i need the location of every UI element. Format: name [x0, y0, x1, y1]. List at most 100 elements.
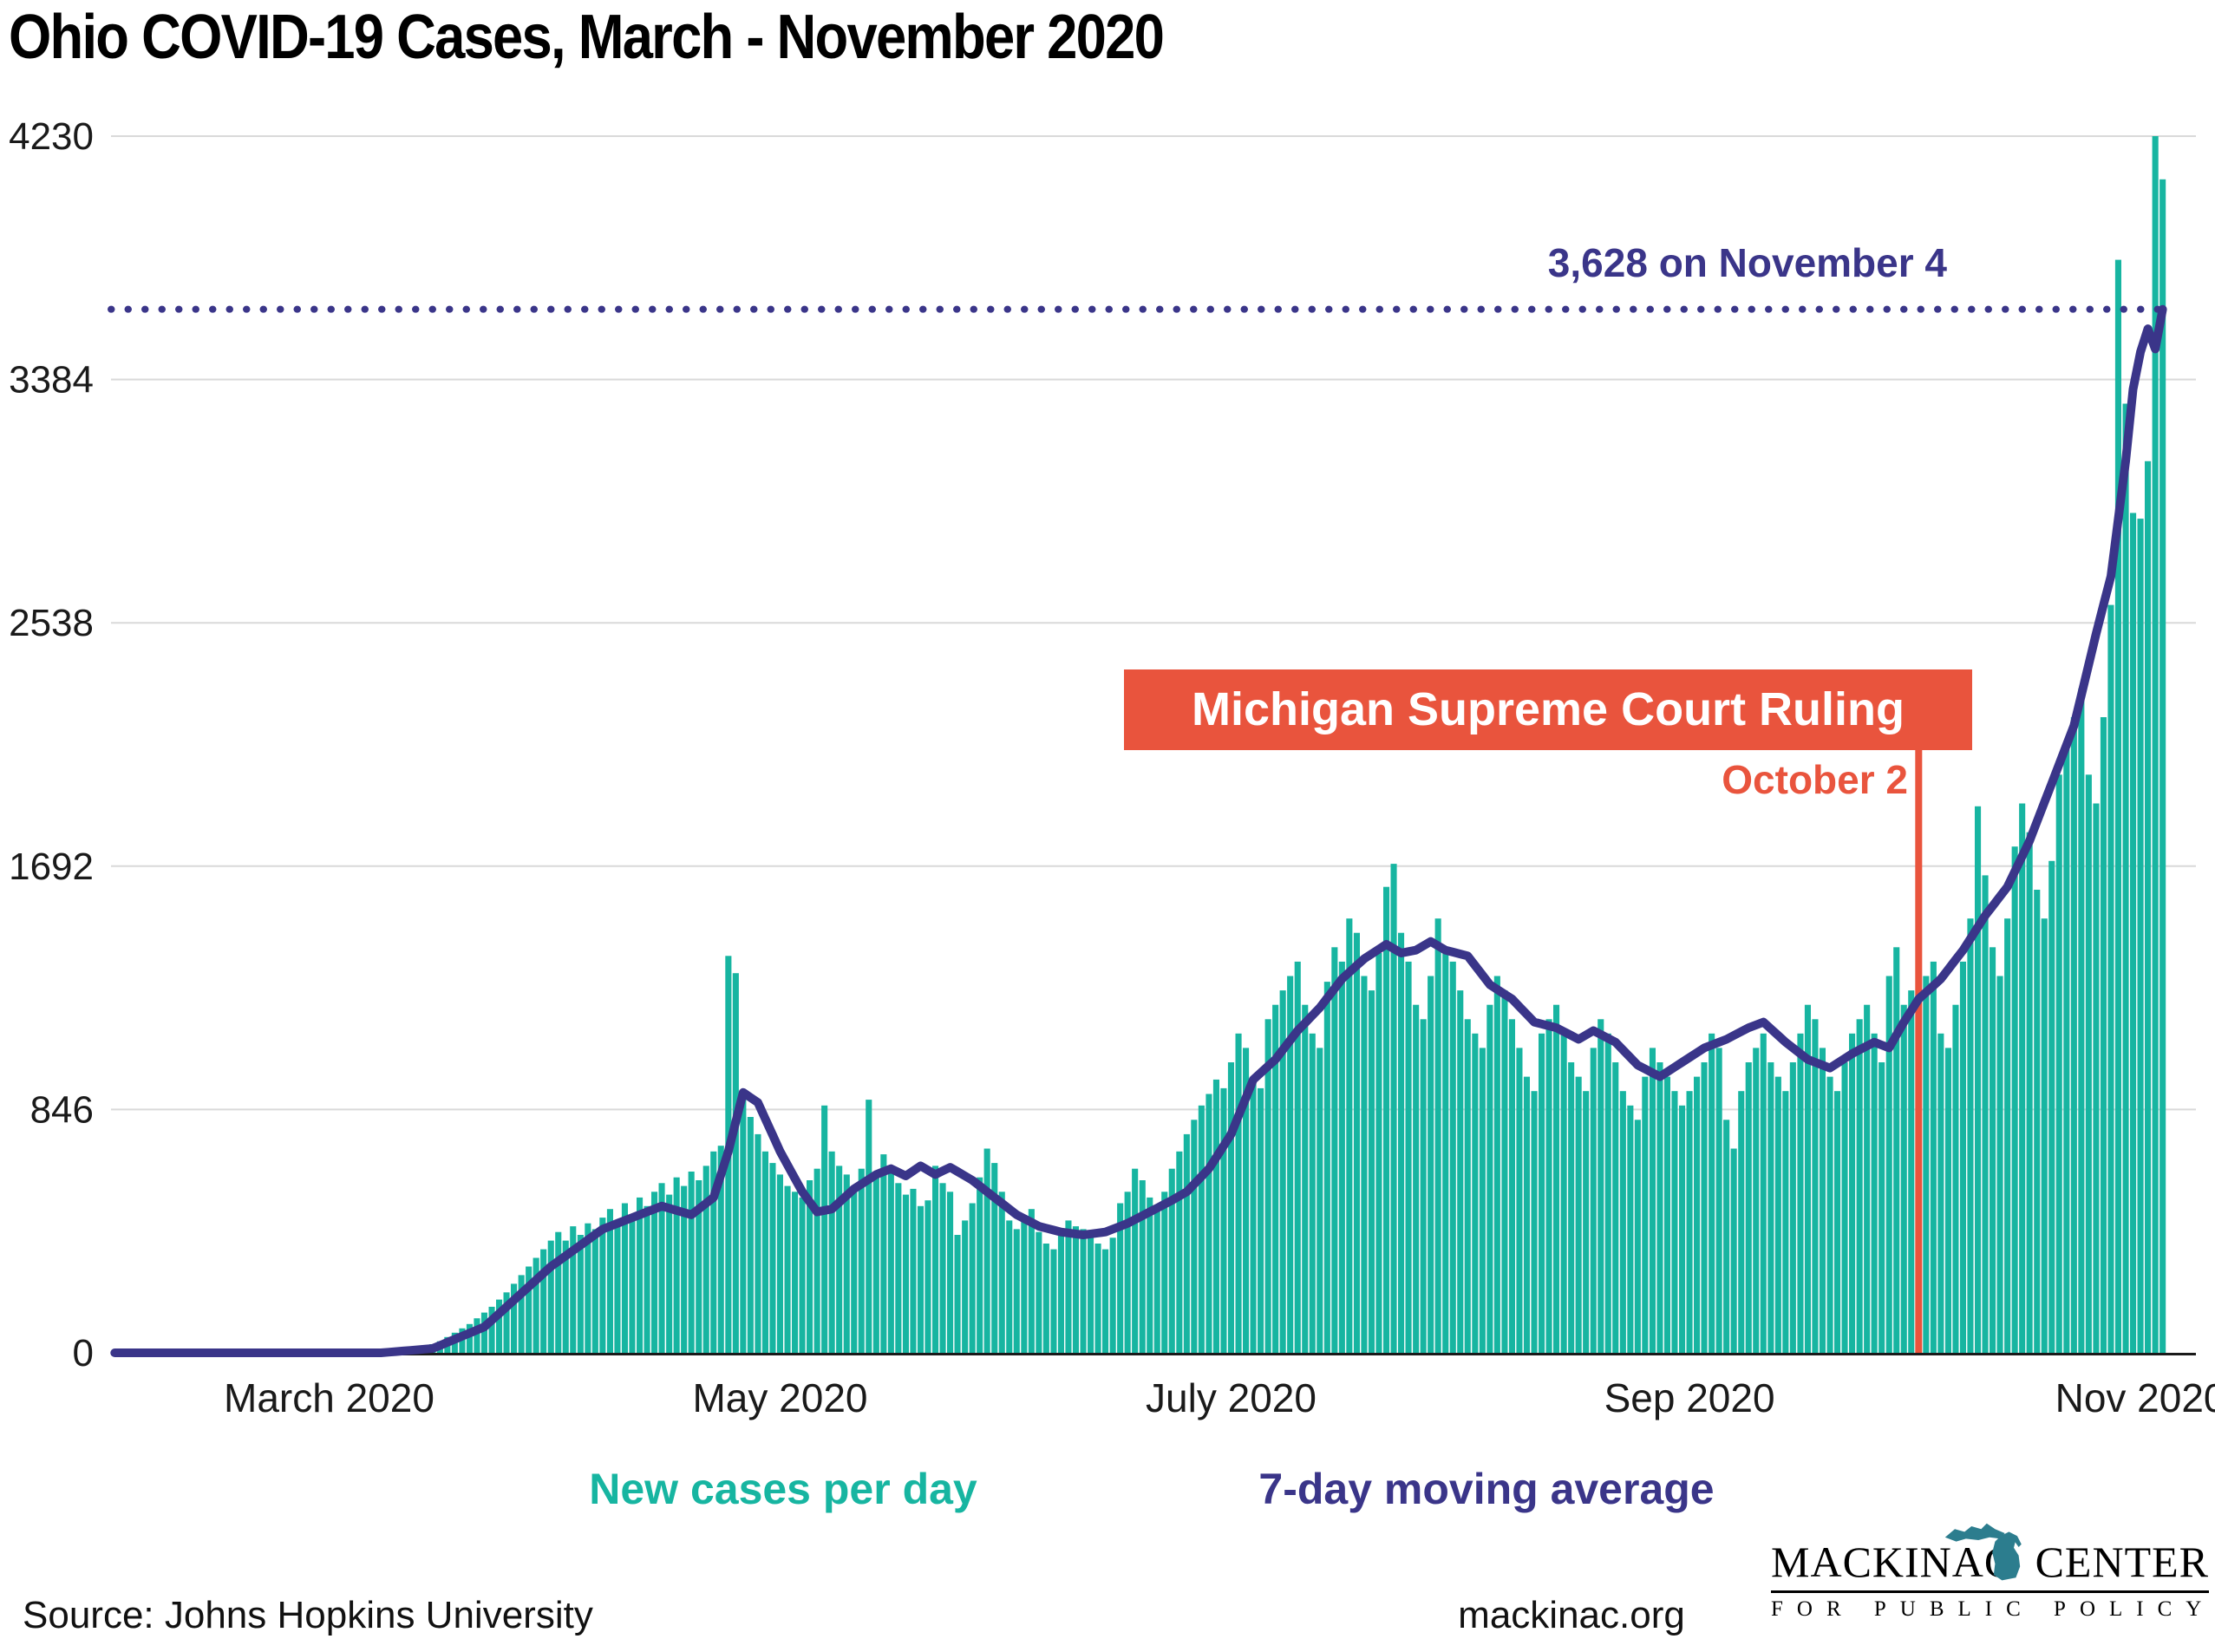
case-bar — [1523, 1076, 1530, 1353]
case-bar — [1885, 976, 1892, 1353]
case-bar — [1353, 932, 1360, 1353]
case-bar — [1398, 932, 1405, 1353]
case-bar — [932, 1166, 939, 1353]
case-bar — [577, 1235, 584, 1353]
case-bar — [1383, 886, 1390, 1353]
case-bar — [547, 1240, 554, 1353]
case-bar — [1212, 1079, 1219, 1353]
case-bar — [1627, 1105, 1634, 1353]
case-bar — [1405, 961, 1412, 1353]
case-bar — [1449, 961, 1456, 1353]
michigan-upper-peninsula — [1944, 1523, 2005, 1542]
case-bar — [1183, 1133, 1190, 1353]
case-bar — [1013, 1229, 1020, 1353]
case-bar — [1701, 1062, 1708, 1353]
case-bar — [1656, 1062, 1663, 1353]
case-bar — [1819, 1048, 1826, 1353]
case-bar — [1088, 1237, 1094, 1353]
y-tick-label: 846 — [30, 1088, 94, 1131]
case-bar — [614, 1220, 621, 1353]
y-tick-label: 3384 — [9, 359, 94, 402]
case-bar — [1042, 1244, 1049, 1353]
case-bar — [1893, 947, 1900, 1353]
case-bar — [1952, 1004, 1959, 1353]
case-bar — [511, 1283, 518, 1353]
x-tick-label: March 2020 — [224, 1375, 435, 1420]
logo-word-mackinac: MACKINAC — [1771, 1538, 2015, 1586]
case-bar — [1723, 1120, 1730, 1353]
case-bar — [1457, 990, 1464, 1353]
case-bar — [1686, 1091, 1693, 1353]
case-bar — [732, 973, 739, 1353]
case-bar — [1753, 1048, 1760, 1353]
case-bar — [1967, 918, 1974, 1353]
case-bar — [939, 1183, 946, 1353]
case-bar — [591, 1229, 598, 1353]
case-bar — [1531, 1091, 1538, 1353]
case-bar — [828, 1151, 835, 1353]
case-bar — [466, 1323, 473, 1353]
case-bar — [644, 1205, 650, 1353]
case-bar — [1361, 976, 1368, 1353]
case-bar — [1612, 1062, 1619, 1353]
case-bar — [880, 1154, 887, 1353]
case-bar — [769, 1163, 776, 1353]
chart-title: Ohio COVID-19 Cases, March - November 20… — [9, 3, 1165, 72]
case-bar — [1812, 1019, 1819, 1353]
logo-tagline: FOR PUBLIC POLICY — [1771, 1597, 2215, 1621]
case-bar — [910, 1188, 917, 1353]
case-bar — [1619, 1091, 1626, 1353]
case-bar — [2159, 179, 2166, 1353]
case-bar — [629, 1214, 636, 1353]
case-bar — [1124, 1192, 1131, 1353]
case-bar — [1302, 1004, 1309, 1353]
case-bar — [1879, 1062, 1885, 1353]
case-bar — [872, 1177, 879, 1353]
logo-wordmark: MACKINAC CENTER — [1771, 1537, 2209, 1593]
case-bar — [488, 1306, 495, 1353]
case-bar — [1176, 1151, 1183, 1353]
case-bar — [1493, 976, 1500, 1353]
case-bar — [1390, 864, 1397, 1353]
case-bar — [1338, 961, 1345, 1353]
case-bar — [1663, 1076, 1670, 1353]
case-bar — [1730, 1148, 1737, 1353]
case-bar — [858, 1168, 865, 1353]
case-bar — [658, 1183, 665, 1353]
case-bar — [585, 1223, 591, 1353]
case-bar — [562, 1240, 569, 1353]
case-bar — [1826, 1076, 1833, 1353]
case-bar — [1923, 976, 1930, 1353]
case-bar — [1072, 1226, 1079, 1353]
case-bar — [1738, 1091, 1745, 1353]
case-bar — [1975, 806, 1982, 1353]
case-bar — [954, 1235, 961, 1353]
case-bar — [2004, 918, 2011, 1353]
case-bar — [1309, 1033, 1316, 1353]
case-bar — [836, 1166, 843, 1353]
x-tick-label: May 2020 — [692, 1375, 867, 1420]
case-bar — [947, 1192, 954, 1353]
case-bar — [1782, 1091, 1789, 1353]
case-bar — [474, 1318, 480, 1353]
case-bar — [1996, 976, 2003, 1353]
case-bar — [1908, 990, 1915, 1353]
case-bar — [1235, 1033, 1242, 1353]
case-bar — [1634, 1120, 1641, 1353]
x-axis-labels: March 2020 May 2020 July 2020 Sep 2020 Nov 2… — [224, 1375, 2215, 1420]
case-bar — [1575, 1076, 1582, 1353]
case-bar — [866, 1100, 872, 1353]
case-bar — [1694, 1076, 1701, 1353]
case-bar — [991, 1163, 998, 1353]
y-tick-label: 4230 — [9, 115, 94, 158]
case-bar — [1331, 947, 1338, 1353]
case-bar — [1604, 1033, 1611, 1353]
case-bar — [2107, 604, 2114, 1353]
case-bar — [1132, 1168, 1139, 1353]
case-bar — [496, 1299, 503, 1353]
case-bar — [702, 1166, 709, 1353]
x-tick-label: Sep 2020 — [1604, 1375, 1775, 1420]
case-bar — [1760, 1033, 1767, 1353]
case-bar — [1442, 947, 1449, 1353]
